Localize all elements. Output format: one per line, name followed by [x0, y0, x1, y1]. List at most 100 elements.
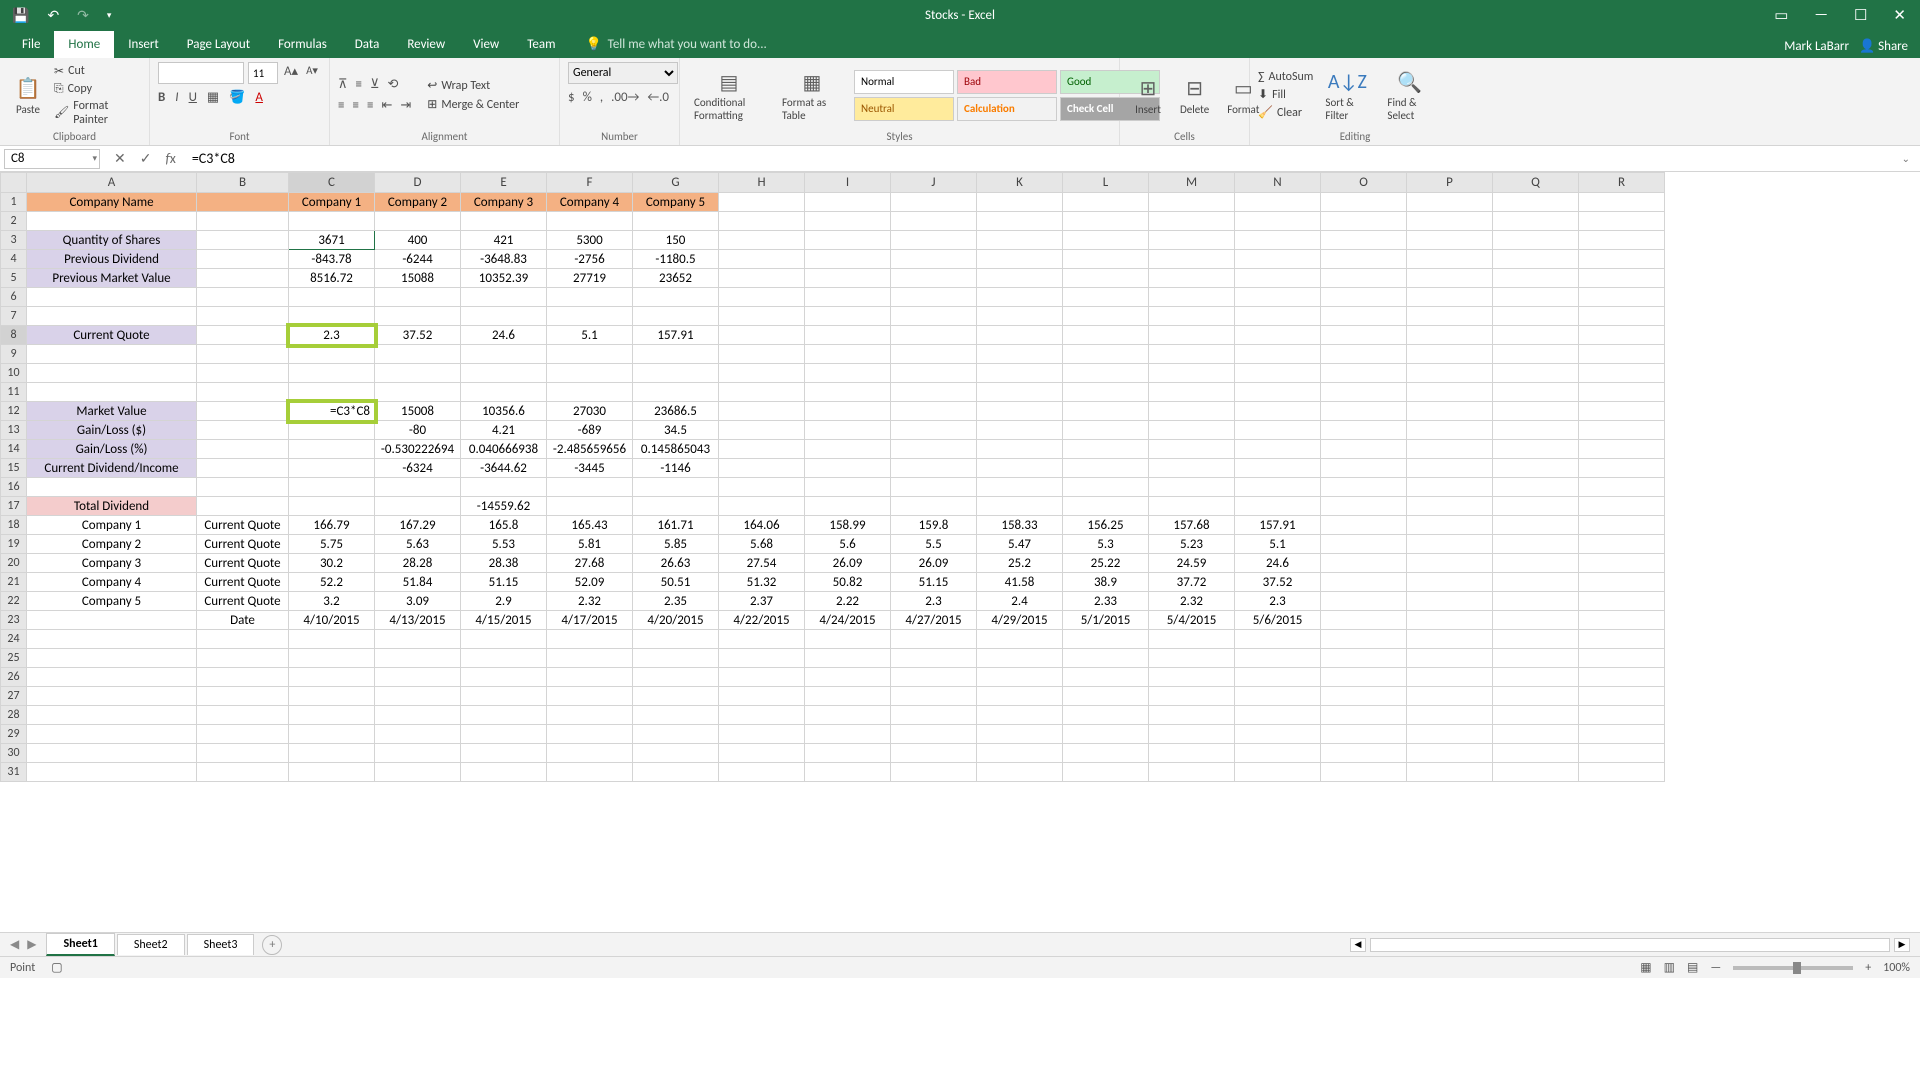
cell-K30[interactable]: [977, 744, 1063, 763]
cell-G6[interactable]: [633, 288, 719, 307]
cell-Q1[interactable]: [1493, 193, 1579, 212]
cell-M2[interactable]: [1149, 212, 1235, 231]
cell-E20[interactable]: 28.38: [461, 554, 547, 573]
cell-M13[interactable]: [1149, 421, 1235, 440]
cut-button[interactable]: ✂ Cut: [54, 64, 141, 79]
cell-R12[interactable]: [1579, 402, 1665, 421]
cell-R31[interactable]: [1579, 763, 1665, 782]
cell-O9[interactable]: [1321, 345, 1407, 364]
cell-B14[interactable]: [197, 440, 289, 459]
cell-H18[interactable]: 164.06: [719, 516, 805, 535]
cell-C1[interactable]: Company 1: [289, 193, 375, 212]
cell-I5[interactable]: [805, 269, 891, 288]
cell-B17[interactable]: [197, 497, 289, 516]
cell-E23[interactable]: 4/15/2015: [461, 611, 547, 630]
cell-J28[interactable]: [891, 706, 977, 725]
cell-H27[interactable]: [719, 687, 805, 706]
cell-J10[interactable]: [891, 364, 977, 383]
font-name-input[interactable]: [158, 62, 244, 84]
cell-Q13[interactable]: [1493, 421, 1579, 440]
cell-C22[interactable]: 3.2: [289, 592, 375, 611]
cell-R9[interactable]: [1579, 345, 1665, 364]
cell-D7[interactable]: [375, 307, 461, 326]
cell-C26[interactable]: [289, 668, 375, 687]
user-name[interactable]: Mark LaBarr: [1784, 39, 1849, 54]
row-header-12[interactable]: 12: [1, 402, 27, 421]
cell-M27[interactable]: [1149, 687, 1235, 706]
cell-G12[interactable]: 23686.5: [633, 402, 719, 421]
cell-D24[interactable]: [375, 630, 461, 649]
cell-G19[interactable]: 5.85: [633, 535, 719, 554]
cell-K8[interactable]: [977, 326, 1063, 345]
row-header-18[interactable]: 18: [1, 516, 27, 535]
tab-review[interactable]: Review: [393, 31, 459, 58]
cell-J23[interactable]: 4/27/2015: [891, 611, 977, 630]
cell-L25[interactable]: [1063, 649, 1149, 668]
cell-P1[interactable]: [1407, 193, 1493, 212]
indent-inc-icon[interactable]: ⇥: [400, 98, 411, 113]
cell-F30[interactable]: [547, 744, 633, 763]
underline-button[interactable]: U: [189, 90, 197, 105]
cell-K4[interactable]: [977, 250, 1063, 269]
cell-G2[interactable]: [633, 212, 719, 231]
cell-M14[interactable]: [1149, 440, 1235, 459]
col-header-B[interactable]: B: [197, 173, 289, 193]
zoom-in-icon[interactable]: +: [1865, 961, 1871, 975]
cell-L1[interactable]: [1063, 193, 1149, 212]
cell-M17[interactable]: [1149, 497, 1235, 516]
zoom-slider[interactable]: [1733, 966, 1853, 970]
cell-B22[interactable]: Current Quote: [197, 592, 289, 611]
cell-I24[interactable]: [805, 630, 891, 649]
zoom-level[interactable]: 100%: [1883, 961, 1910, 975]
col-header-Q[interactable]: Q: [1493, 173, 1579, 193]
cell-F14[interactable]: -2.485659656: [547, 440, 633, 459]
cell-E14[interactable]: 0.040666938: [461, 440, 547, 459]
cell-N11[interactable]: [1235, 383, 1321, 402]
close-icon[interactable]: ✕: [1893, 6, 1906, 25]
cell-J15[interactable]: [891, 459, 977, 478]
cell-G8[interactable]: 157.91: [633, 326, 719, 345]
cell-A7[interactable]: [27, 307, 197, 326]
cell-H15[interactable]: [719, 459, 805, 478]
cell-O25[interactable]: [1321, 649, 1407, 668]
sheet-tab-1[interactable]: Sheet1: [46, 933, 114, 956]
col-header-F[interactable]: F: [547, 173, 633, 193]
paste-button[interactable]: 📋 Paste: [8, 73, 48, 118]
cell-E13[interactable]: 4.21: [461, 421, 547, 440]
cell-N28[interactable]: [1235, 706, 1321, 725]
cell-O5[interactable]: [1321, 269, 1407, 288]
cell-P23[interactable]: [1407, 611, 1493, 630]
cell-F22[interactable]: 2.32: [547, 592, 633, 611]
col-header-E[interactable]: E: [461, 173, 547, 193]
cell-P12[interactable]: [1407, 402, 1493, 421]
style-calculation[interactable]: Calculation: [957, 97, 1057, 121]
cell-L28[interactable]: [1063, 706, 1149, 725]
cell-O13[interactable]: [1321, 421, 1407, 440]
cell-Q26[interactable]: [1493, 668, 1579, 687]
cell-Q22[interactable]: [1493, 592, 1579, 611]
col-header-J[interactable]: J: [891, 173, 977, 193]
cell-A25[interactable]: [27, 649, 197, 668]
cell-P18[interactable]: [1407, 516, 1493, 535]
cell-R26[interactable]: [1579, 668, 1665, 687]
cell-B5[interactable]: [197, 269, 289, 288]
cell-I26[interactable]: [805, 668, 891, 687]
cell-K14[interactable]: [977, 440, 1063, 459]
cell-R1[interactable]: [1579, 193, 1665, 212]
cell-R13[interactable]: [1579, 421, 1665, 440]
cell-P15[interactable]: [1407, 459, 1493, 478]
cell-K9[interactable]: [977, 345, 1063, 364]
cell-O16[interactable]: [1321, 478, 1407, 497]
cell-D31[interactable]: [375, 763, 461, 782]
cell-O30[interactable]: [1321, 744, 1407, 763]
cell-Q3[interactable]: [1493, 231, 1579, 250]
cell-B7[interactable]: [197, 307, 289, 326]
cell-D9[interactable]: [375, 345, 461, 364]
cell-C13[interactable]: [289, 421, 375, 440]
cell-O1[interactable]: [1321, 193, 1407, 212]
bold-button[interactable]: B: [158, 90, 165, 105]
cell-K28[interactable]: [977, 706, 1063, 725]
row-header-23[interactable]: 23: [1, 611, 27, 630]
cell-O23[interactable]: [1321, 611, 1407, 630]
cell-E8[interactable]: 24.6: [461, 326, 547, 345]
